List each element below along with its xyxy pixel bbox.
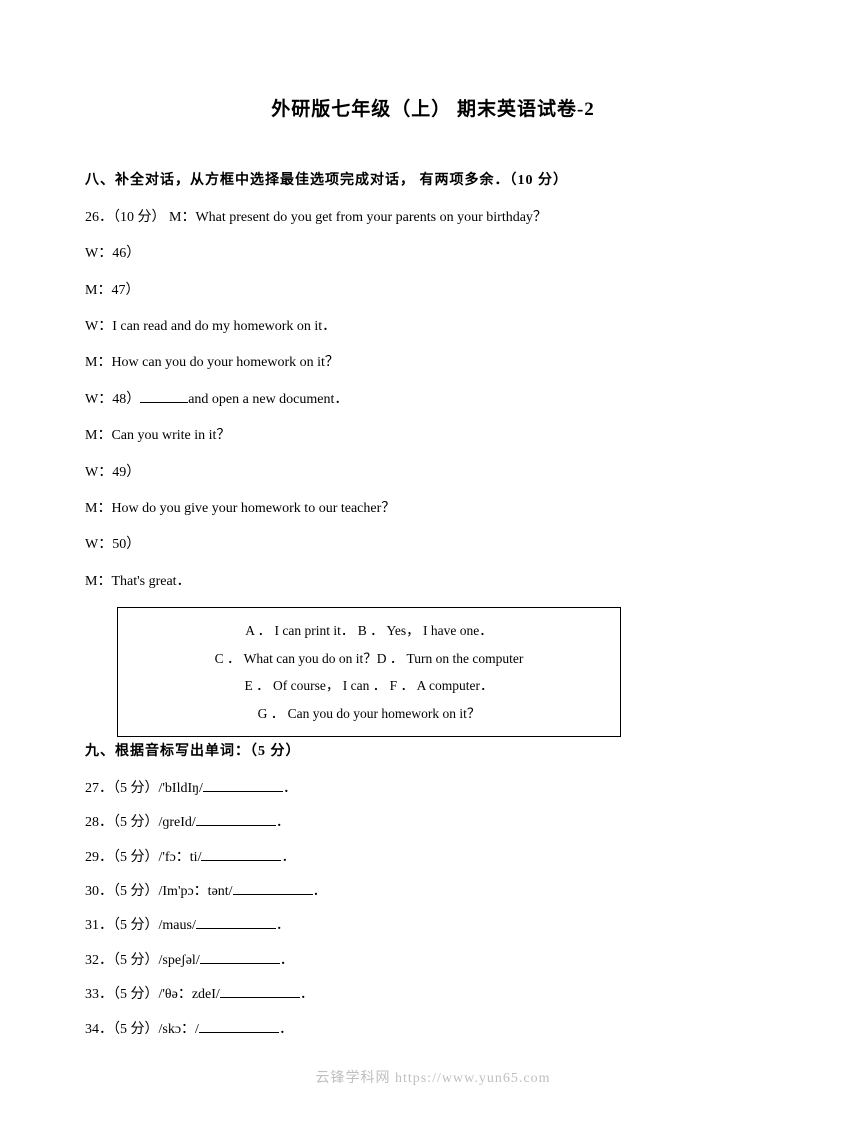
dialogue-m-write: M：Can you write in it？ <box>85 425 781 447</box>
q30-pre: 30．（5 分）/Im'pɔ：tənt/ <box>85 884 233 899</box>
dialogue-m47: M：47） <box>85 280 781 302</box>
dialogue-m-how: M：How can you do your homework on it？ <box>85 352 781 374</box>
option-line-3: E ． Of course， I can ． F ． A computer． <box>126 675 612 697</box>
q34-post: ． <box>279 1022 293 1037</box>
q33-pre: 33．（5 分）/'θə：zdeI/ <box>85 987 220 1002</box>
q27-pre: 27．（5 分）/'bIldIŋ/ <box>85 781 203 796</box>
q29: 29．（5 分）/'fɔ：ti/ ． <box>85 847 781 869</box>
q26-text: What present do you get from your parent… <box>195 210 546 225</box>
blank-32 <box>200 950 280 964</box>
q34: 34．（5 分）/skɔ：/ ． <box>85 1019 781 1041</box>
dialogue-w-read: W：I can read and do my homework on it． <box>85 316 781 338</box>
q32: 32．（5 分）/speʃəl/ ． <box>85 950 781 972</box>
footer-watermark: 云锋学科网 https://www.yun65.com <box>0 1068 866 1090</box>
page-title: 外研版七年级（上） 期末英语试卷-2 <box>85 95 781 125</box>
dialogue-w46: W：46） <box>85 243 781 265</box>
w48-post: and open a new document． <box>188 392 348 407</box>
dialogue-w50: W：50） <box>85 534 781 556</box>
q34-pre: 34．（5 分）/skɔ：/ <box>85 1022 199 1037</box>
q26-prefix: 26．（10 分） M： <box>85 210 195 225</box>
option-line-1: A ． I can print it． B ． Yes， I have one． <box>126 620 612 642</box>
section-8-header: 八、补全对话，从方框中选择最佳选项完成对话， 有两项多余．（10 分） <box>85 170 781 192</box>
q32-post: ． <box>280 953 294 968</box>
blank-28 <box>196 812 276 826</box>
w48-pre: W：48） <box>85 392 140 407</box>
q32-pre: 32．（5 分）/speʃəl/ <box>85 953 200 968</box>
option-line-4: G ． Can you do your homework on it？ <box>126 703 612 725</box>
q27-post: ． <box>283 781 297 796</box>
section-9-header: 九、根据音标写出单词：（5 分） <box>85 741 781 763</box>
q31-post: ． <box>276 918 290 933</box>
dialogue-w48: W：48） and open a new document． <box>85 389 781 411</box>
blank-48 <box>140 389 188 403</box>
dialogue-w49: W：49） <box>85 462 781 484</box>
blank-27 <box>203 778 283 792</box>
blank-29 <box>201 847 281 861</box>
q31: 31．（5 分）/maus/ ． <box>85 915 781 937</box>
q28: 28．（5 分）/ɡreId/ ． <box>85 812 781 834</box>
q33: 33．（5 分）/'θə：zdeI/ ． <box>85 984 781 1006</box>
blank-34 <box>199 1019 279 1033</box>
q30: 30．（5 分）/Im'pɔ：tənt/ ． <box>85 881 781 903</box>
option-line-2: C ． What can you do on it？D ． Turn on th… <box>126 648 612 670</box>
q26-line: 26．（10 分） M：What present do you get from… <box>85 207 781 229</box>
blank-33 <box>220 984 300 998</box>
q33-post: ． <box>300 987 314 1002</box>
dialogue-m-great: M：That's great． <box>85 571 781 593</box>
dialogue-m-give: M：How do you give your homework to our t… <box>85 498 781 520</box>
q27: 27．（5 分）/'bIldIŋ/ ． <box>85 778 781 800</box>
q28-pre: 28．（5 分）/ɡreId/ <box>85 815 196 830</box>
q31-pre: 31．（5 分）/maus/ <box>85 918 196 933</box>
q30-post: ． <box>313 884 327 899</box>
blank-30 <box>233 881 313 895</box>
q29-post: ． <box>281 850 295 865</box>
q29-pre: 29．（5 分）/'fɔ：ti/ <box>85 850 201 865</box>
blank-31 <box>196 915 276 929</box>
options-box: A ． I can print it． B ． Yes， I have one．… <box>117 607 621 737</box>
q28-post: ． <box>276 815 290 830</box>
